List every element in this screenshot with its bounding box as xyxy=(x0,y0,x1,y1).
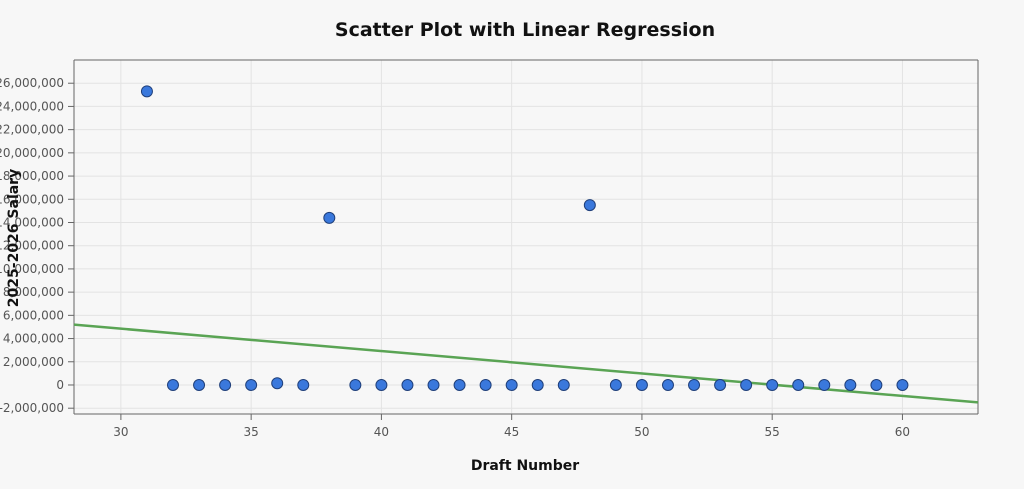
chart-title: Scatter Plot with Linear Regression xyxy=(335,19,715,41)
x-tick-label: 50 xyxy=(634,425,649,439)
data-point xyxy=(427,378,440,391)
data-point xyxy=(688,378,701,391)
data-point xyxy=(609,378,622,391)
y-tick-label: 12,000,000 xyxy=(0,239,64,253)
data-point xyxy=(635,378,648,391)
data-point xyxy=(219,378,232,391)
data-point xyxy=(479,378,492,391)
data-point xyxy=(375,378,388,391)
x-tick-label: 30 xyxy=(113,425,128,439)
points-layer xyxy=(140,85,909,391)
y-tick-label: 22,000,000 xyxy=(0,123,64,137)
data-point xyxy=(870,378,883,391)
y-tick-label: 8,000,000 xyxy=(3,285,64,299)
y-tick-label: 16,000,000 xyxy=(0,192,64,206)
data-point xyxy=(453,378,466,391)
data-point xyxy=(740,378,753,391)
data-point xyxy=(297,378,310,391)
y-tick-label: 14,000,000 xyxy=(0,215,64,229)
grid xyxy=(74,60,978,414)
data-point xyxy=(766,378,779,391)
data-point xyxy=(193,378,206,391)
data-point xyxy=(896,378,909,391)
x-tick-label: 60 xyxy=(895,425,910,439)
y-tick-label: 6,000,000 xyxy=(3,308,64,322)
y-tick-label: -2,000,000 xyxy=(0,401,64,415)
data-point xyxy=(714,378,727,391)
data-point xyxy=(583,199,596,212)
data-point xyxy=(401,378,414,391)
data-point xyxy=(557,378,570,391)
data-point xyxy=(323,211,336,224)
data-point xyxy=(245,378,258,391)
data-point xyxy=(271,377,284,390)
y-tick-label: 20,000,000 xyxy=(0,146,64,160)
x-axis-label: Draft Number xyxy=(471,458,579,474)
y-tick-label: 10,000,000 xyxy=(0,262,64,276)
data-point xyxy=(505,378,518,391)
y-tick-label: 2,000,000 xyxy=(3,355,64,369)
y-tick-label: 18,000,000 xyxy=(0,169,64,183)
x-tick-label: 35 xyxy=(244,425,259,439)
y-tick-label: 26,000,000 xyxy=(0,76,64,90)
data-point xyxy=(140,85,153,98)
data-point xyxy=(661,378,674,391)
data-point xyxy=(349,378,362,391)
x-tick-label: 45 xyxy=(504,425,519,439)
data-point xyxy=(166,378,179,391)
axes: 30 35 40 45 50 55 60 -2,000,000 0 2,000,000 4,000,… xyxy=(0,59,979,439)
x-tick-label: 55 xyxy=(765,425,780,439)
y-axis-label: 2025-2026 Salary xyxy=(6,169,22,307)
y-tick-label: 4,000,000 xyxy=(3,332,64,346)
regression-layer xyxy=(73,323,979,404)
data-point xyxy=(531,378,544,391)
data-point xyxy=(844,378,857,391)
data-point xyxy=(818,378,831,391)
regression-line xyxy=(73,323,979,404)
y-tick-label: 24,000,000 xyxy=(0,99,64,113)
x-tick-label: 40 xyxy=(374,425,389,439)
y-tick-label: 0 xyxy=(56,378,64,392)
data-point xyxy=(792,378,805,391)
